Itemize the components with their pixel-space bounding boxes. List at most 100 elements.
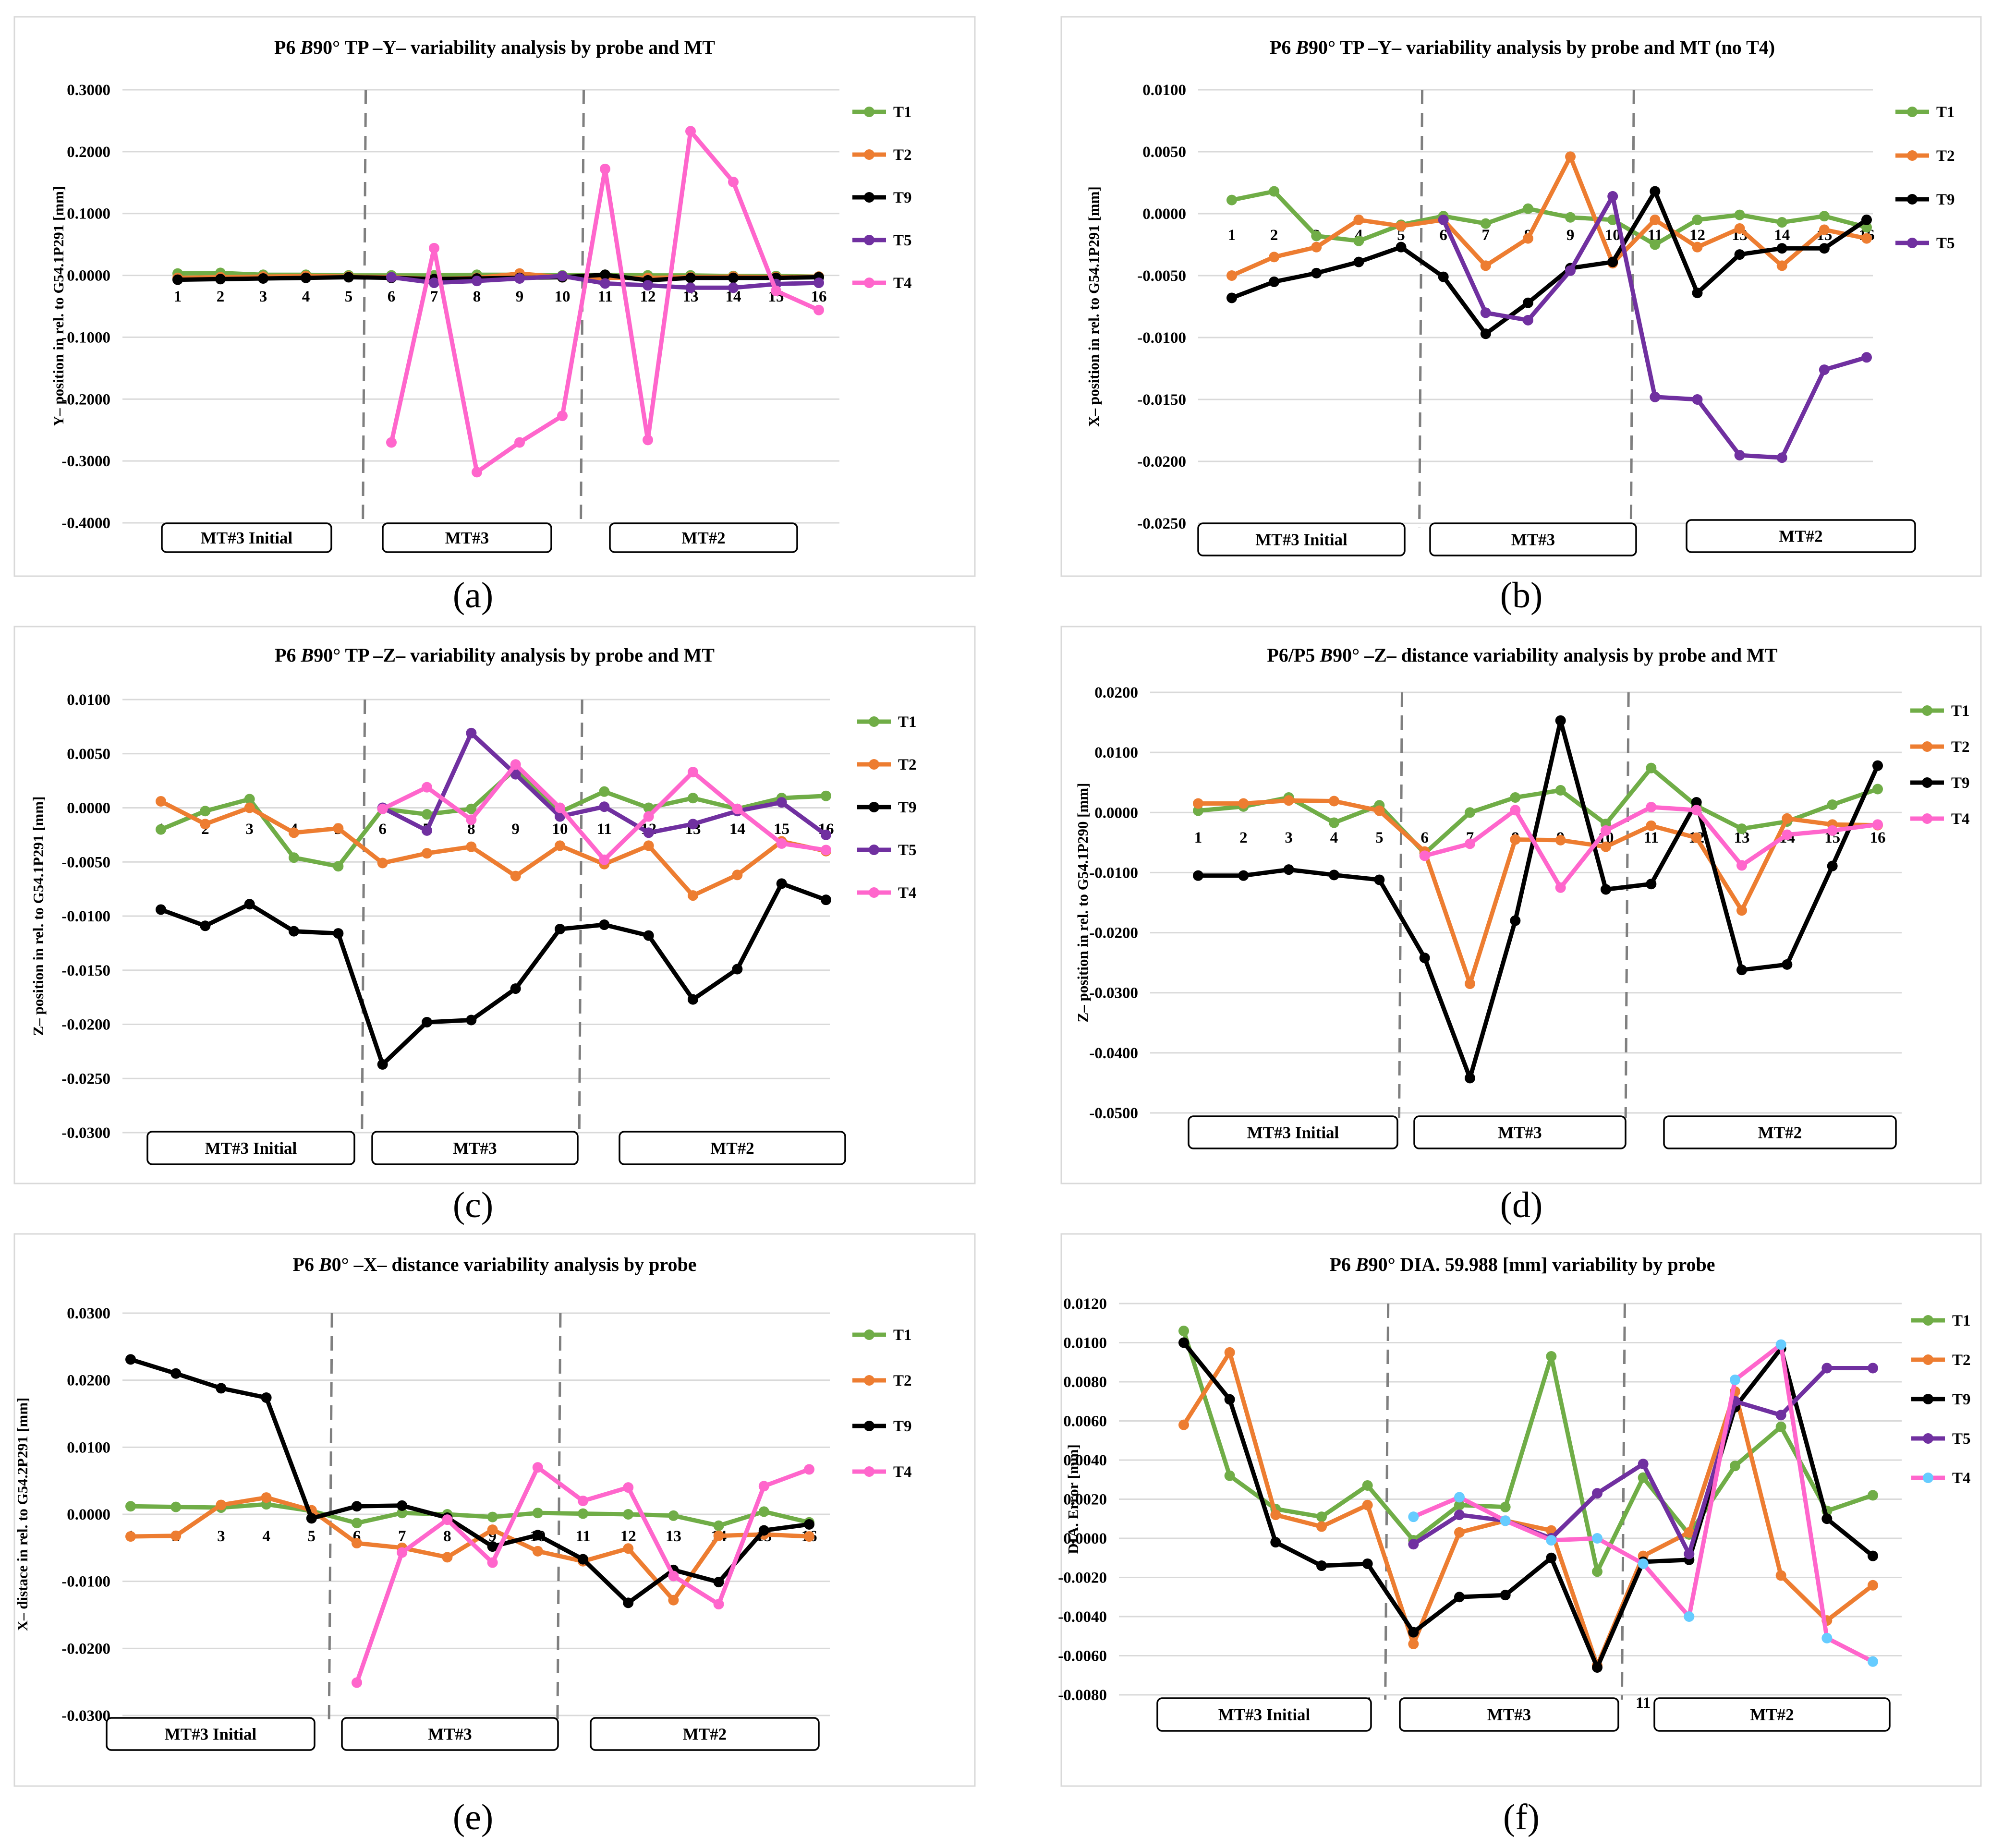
data-point-T9 [216, 1383, 227, 1394]
legend-swatch-marker [869, 887, 879, 898]
data-point-T4 [532, 1462, 543, 1473]
data-point-T5 [1408, 1539, 1419, 1550]
y-tick-label: 0.0000 [67, 1506, 110, 1523]
data-point-T4 [1601, 825, 1611, 836]
data-point-T9 [1861, 214, 1872, 225]
data-point-T5 [386, 272, 397, 283]
data-point-T9 [1193, 870, 1203, 881]
data-point-T2 [1283, 795, 1294, 806]
y-tick-label: -0.0150 [61, 962, 110, 979]
data-point-T1 [1353, 235, 1364, 246]
group-box-frame [1663, 1115, 1897, 1149]
data-point-T4 [599, 854, 610, 865]
data-point-T2 [1353, 214, 1364, 225]
chart-title: P6/P5 B90° –Z– distance variability anal… [1267, 644, 1777, 666]
data-point-T4 [1638, 1558, 1649, 1569]
data-point-T9 [1353, 256, 1364, 267]
group-box-label: MT#3 Initial [1218, 1705, 1311, 1724]
subfigure-label: (c) [453, 1185, 493, 1225]
data-point-T9 [215, 274, 226, 285]
data-point-T1 [1734, 209, 1745, 220]
data-point-T4 [623, 1482, 634, 1493]
data-point-T2 [1269, 252, 1280, 263]
data-point-T4 [732, 803, 743, 814]
group-box: MT#3 Initial [161, 522, 332, 553]
data-point-T4 [1510, 805, 1521, 816]
data-point-T2 [1316, 1521, 1327, 1532]
group-box: MT#2 [619, 1131, 846, 1165]
legend-swatch-marker [1923, 1315, 1933, 1326]
data-point-T5 [1692, 394, 1703, 405]
chart-title-italic: B [1355, 1254, 1369, 1275]
data-point-T2 [466, 841, 477, 852]
y-tick-label: 0.0000 [1094, 804, 1138, 821]
group-box-frame [1429, 522, 1637, 556]
y-tick-label: -0.0300 [61, 1124, 110, 1142]
data-point-T4 [386, 437, 397, 448]
group-box-label: MT#2 [1779, 527, 1822, 546]
subfigure-label: (b) [1500, 575, 1543, 616]
data-point-T1 [1500, 1501, 1511, 1512]
group-box: MT#3 [1399, 1697, 1619, 1732]
data-point-T9 [170, 1368, 182, 1379]
group-box-frame [590, 1717, 820, 1751]
y-tick-label: 0.0020 [1063, 1491, 1107, 1509]
data-point-T5 [1522, 314, 1533, 326]
data-point-T4 [1872, 819, 1883, 830]
data-point-T2 [1565, 151, 1576, 162]
chart-panel-e: P6 B0° –X– distance variability analysis… [13, 1233, 976, 1787]
series-line-T1 [130, 1502, 810, 1528]
y-tick-label: 0.0040 [1063, 1452, 1107, 1469]
x-category-label: 12 [640, 288, 656, 305]
data-point-T9 [258, 273, 268, 284]
data-point-T2 [1270, 1510, 1281, 1521]
legend-label: T2 [1936, 147, 1955, 165]
data-point-T4 [1827, 825, 1838, 836]
data-point-T2 [170, 1530, 182, 1541]
legend-entry-T4: T4 [852, 1463, 912, 1481]
chart-title-post: 90° TP –Y– variability analysis by probe… [1309, 36, 1775, 58]
legend-entry-T4: T4 [1911, 1470, 1971, 1487]
x-category-label: 15 [774, 821, 789, 838]
subfigure-label: (a) [453, 575, 493, 616]
data-point-T1 [352, 1518, 362, 1529]
x-category-label: 3 [259, 288, 267, 305]
data-point-T5 [599, 801, 610, 812]
chart-panel-a: P6 B90° TP –Y– variability analysis by p… [13, 16, 976, 577]
data-point-T2 [510, 870, 521, 882]
data-point-T5 [1684, 1548, 1695, 1559]
legend-entry-T9: T9 [1895, 191, 1955, 208]
data-point-T1 [1454, 1499, 1465, 1510]
x-category-label: 6 [378, 821, 387, 838]
data-point-T2 [1734, 223, 1745, 234]
series-line-T2 [1182, 1350, 1874, 1668]
data-point-T9 [352, 1501, 362, 1512]
data-point-T4 [1782, 829, 1793, 840]
data-point-T1 [668, 1510, 679, 1521]
legend-swatch-marker [1923, 1433, 1933, 1444]
data-point-T9 [1270, 1537, 1281, 1548]
data-point-T2 [289, 827, 299, 838]
legend-label: T4 [893, 1463, 912, 1481]
y-tick-label: 0.0200 [67, 1372, 110, 1389]
data-point-T9 [244, 899, 255, 910]
group-box: MT#3 Initial [1156, 1697, 1372, 1732]
data-point-T4 [514, 437, 525, 448]
y-tick-label: 0.0000 [67, 800, 110, 817]
legend-label: T2 [1951, 738, 1970, 756]
data-point-T2 [1522, 233, 1533, 244]
y-tick-label: -0.0250 [61, 1070, 110, 1087]
x-category-label: 7 [430, 288, 438, 305]
data-point-T4 [487, 1557, 498, 1568]
group-box: MT#2 [1686, 519, 1916, 553]
data-point-T9 [688, 994, 698, 1005]
x-category-label: 3 [217, 1528, 225, 1545]
chart-title-pre: P6 [1329, 1254, 1355, 1275]
data-point-T5 [514, 273, 525, 284]
data-point-T5 [1819, 364, 1830, 375]
data-point-T1 [1565, 212, 1576, 223]
data-point-T1 [125, 1501, 136, 1512]
data-point-T9 [1224, 1394, 1235, 1405]
data-point-T9 [776, 878, 787, 889]
data-point-T9 [1408, 1627, 1419, 1638]
